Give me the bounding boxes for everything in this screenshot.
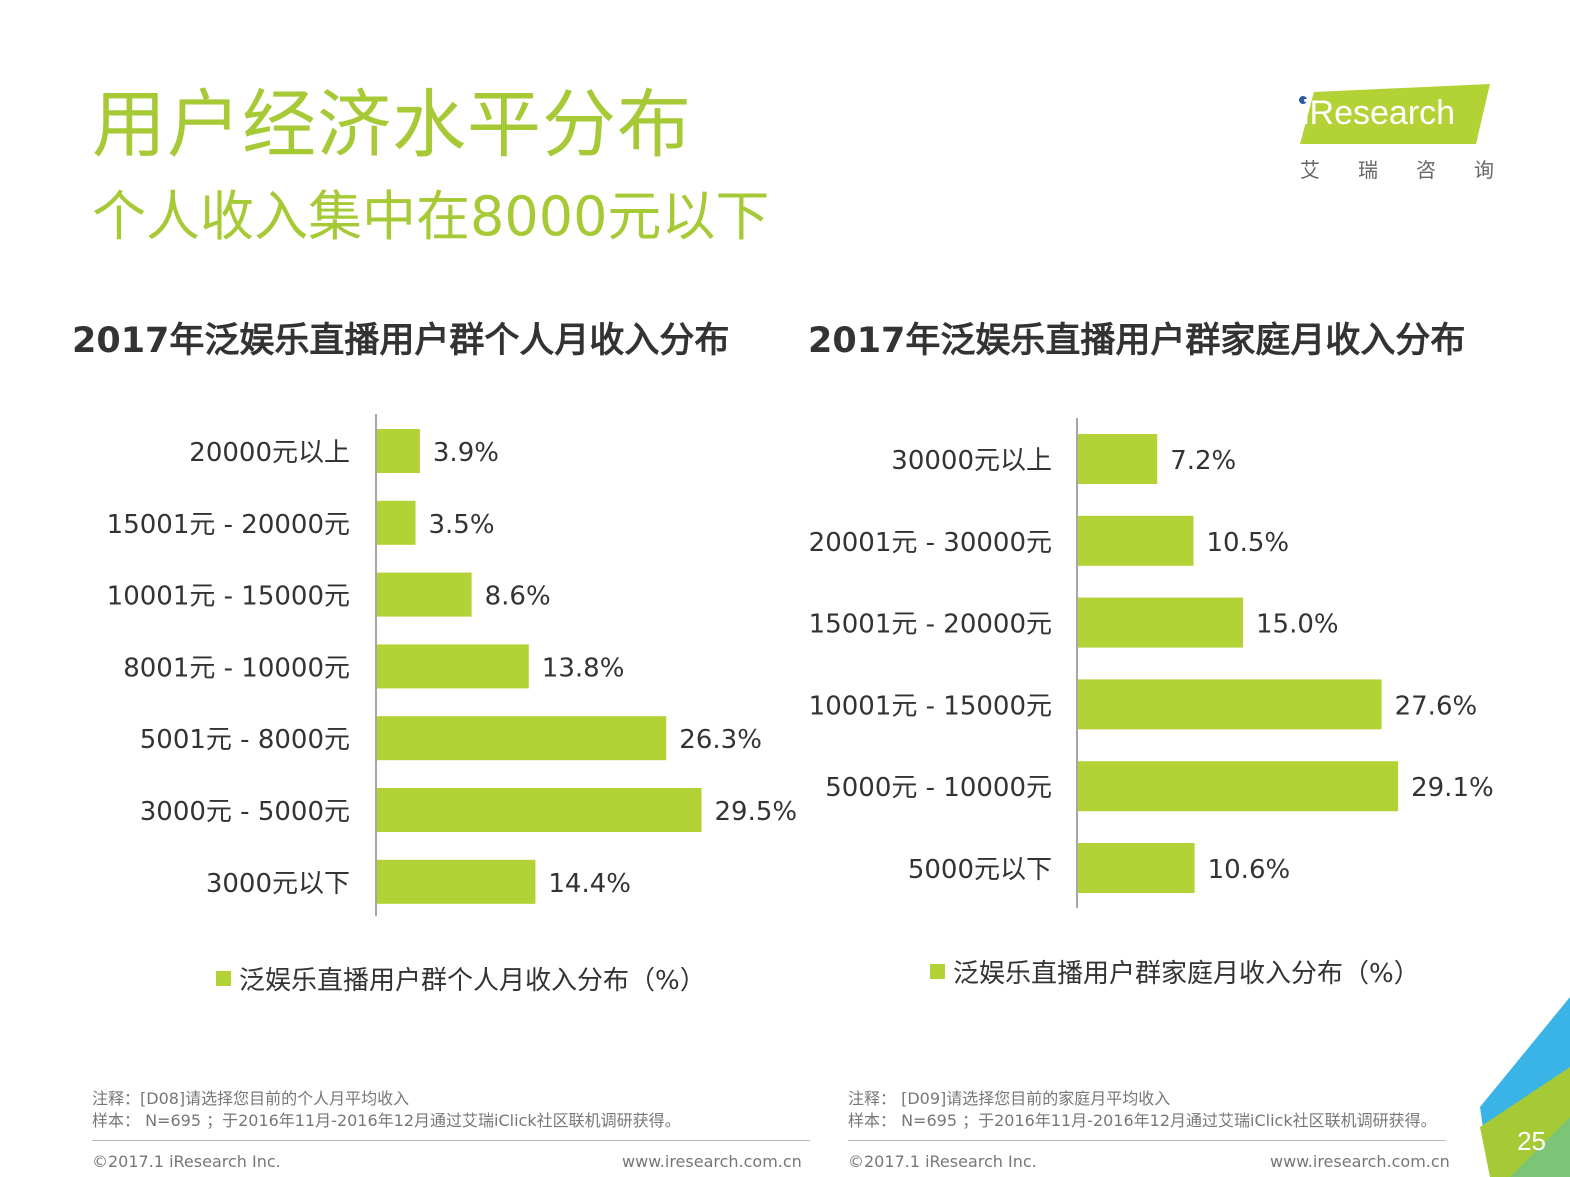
footer-divider-left [92, 1140, 810, 1141]
personal-value-label-6: 14.4% [548, 869, 631, 899]
household-category-label-3: 10001元 - 15000元 [809, 691, 1052, 721]
personal-category-label-2: 10001元 - 15000元 [107, 582, 350, 612]
legend-household: 泛娱乐直播用户群家庭月收入分布（%） [930, 953, 1420, 990]
personal-category-label-5: 3000元 - 5000元 [140, 797, 350, 827]
personal-value-label-0: 3.9% [433, 438, 499, 468]
personal-category-label-3: 8001元 - 10000元 [123, 653, 350, 683]
household-category-label-1: 20001元 - 30000元 [809, 528, 1052, 558]
footer-website-right[interactable]: www.iresearch.com.cn [1270, 1152, 1450, 1171]
personal-bar-2 [377, 572, 472, 617]
household-value-label-3: 27.6% [1395, 691, 1478, 721]
footer-divider-right [848, 1140, 1446, 1141]
logo-brand-cn: 艾瑞咨询 [1300, 158, 1532, 182]
household-bar-0 [1078, 434, 1158, 484]
personal-value-label-2: 8.6% [485, 582, 551, 612]
personal-bar-5 [377, 788, 702, 832]
personal-bar-3 [377, 644, 529, 689]
personal-value-label-1: 3.5% [429, 510, 495, 540]
legend-swatch-household [930, 964, 945, 979]
personal-bar-4 [377, 716, 667, 761]
footer-copyright-right: ©2017.1 iResearch Inc. [848, 1152, 1037, 1171]
logo-brand-text: iResearch [1302, 94, 1456, 132]
footer-website-left[interactable]: www.iresearch.com.cn [622, 1152, 802, 1171]
logo-dot-icon [1299, 96, 1307, 104]
personal-value-label-3: 13.8% [542, 653, 625, 683]
household-category-label-2: 15001元 - 20000元 [809, 610, 1052, 640]
household-bar-4 [1078, 761, 1399, 812]
personal-category-label-4: 5001元 - 8000元 [140, 725, 350, 755]
household-value-label-4: 29.1% [1411, 773, 1494, 803]
legend-label-personal: 泛娱乐直播用户群个人月收入分布（%） [239, 966, 706, 996]
personal-category-label-0: 20000元以上 [189, 438, 350, 468]
legend-personal: 泛娱乐直播用户群个人月收入分布（%） [216, 960, 706, 997]
personal-value-label-5: 29.5% [715, 797, 798, 827]
household-category-label-5: 5000元以下 [908, 855, 1052, 885]
page-number: 25 [1517, 1126, 1546, 1156]
personal-bar-0 [377, 429, 420, 473]
personal-category-label-1: 15001元 - 20000元 [107, 510, 350, 540]
household-bar-2 [1078, 597, 1243, 648]
legend-swatch-personal [216, 971, 231, 986]
household-value-label-2: 15.0% [1256, 610, 1339, 640]
note-left: 注释：[D08]请选择您目前的个人月平均收入 样本： N=695 ；于2016年… [92, 1088, 681, 1132]
note-left-sample: 样本： N=695 ；于2016年11月-2016年12月通过艾瑞iClick社… [92, 1111, 681, 1130]
iresearch-logo: iResearch 艾瑞咨询 [1292, 84, 1494, 184]
personal-value-label-4: 26.3% [679, 725, 762, 755]
household-category-label-4: 5000元 - 10000元 [825, 773, 1052, 803]
legend-label-household: 泛娱乐直播用户群家庭月收入分布（%） [953, 959, 1420, 989]
note-right-question: 注释： [D09]请选择您目前的家庭月平均收入 [848, 1089, 1171, 1108]
personal-bar-6 [377, 859, 536, 904]
note-right: 注释： [D09]请选择您目前的家庭月平均收入 样本： N=695 ；于2016… [848, 1088, 1437, 1132]
chart-title-personal: 2017年泛娱乐直播用户群个人月收入分布 [72, 321, 730, 361]
household-value-label-5: 10.6% [1208, 855, 1291, 885]
footer-copyright-left: ©2017.1 iResearch Inc. [92, 1152, 281, 1171]
household-value-label-1: 10.5% [1207, 528, 1290, 558]
note-right-sample: 样本： N=695 ；于2016年11月-2016年12月通过艾瑞iClick社… [848, 1111, 1437, 1130]
logo-band-shape [1300, 84, 1490, 144]
household-value-label-0: 7.2% [1170, 446, 1236, 476]
chart-title-household: 2017年泛娱乐直播用户群家庭月收入分布 [808, 321, 1466, 361]
household-bar-1 [1078, 515, 1194, 566]
page-subtitle: 个人收入集中在8000元以下 [92, 185, 770, 248]
household-bar-5 [1078, 843, 1195, 893]
personal-category-label-6: 3000元以下 [206, 869, 350, 899]
page-title: 用户经济水平分布 [92, 82, 692, 168]
household-category-label-0: 30000元以上 [891, 446, 1052, 476]
household-bar-3 [1078, 679, 1382, 730]
corner-decoration [1480, 997, 1570, 1177]
personal-bar-1 [377, 500, 416, 545]
note-left-question: 注释：[D08]请选择您目前的个人月平均收入 [92, 1089, 410, 1108]
